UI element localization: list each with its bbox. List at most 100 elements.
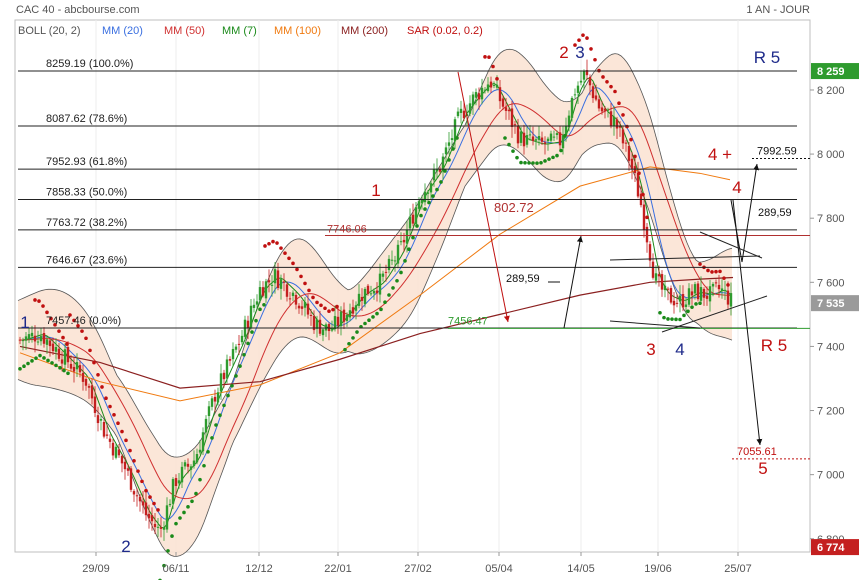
sar-dot xyxy=(625,124,629,129)
connector-4 xyxy=(730,199,743,263)
candle-body xyxy=(123,461,127,470)
candle-body xyxy=(396,244,400,264)
candle-body xyxy=(651,261,655,278)
sar-dot xyxy=(539,160,543,165)
candle-body xyxy=(348,310,352,318)
level-7746-label: 7746.06 xyxy=(327,223,367,235)
candle-body xyxy=(504,107,508,111)
x-tick-label: 29/09 xyxy=(82,563,110,575)
sar-dot xyxy=(37,299,41,303)
candle-body xyxy=(90,385,94,399)
candle-body xyxy=(387,258,391,271)
high-price-box xyxy=(811,63,859,80)
candle-body xyxy=(708,286,712,302)
candle-body xyxy=(234,346,238,350)
candle-body xyxy=(567,115,571,128)
candle-body xyxy=(408,216,412,229)
wave-4-navy: 4 xyxy=(675,340,684,359)
candle-body xyxy=(702,288,706,298)
candle-body xyxy=(36,341,40,343)
candle-body xyxy=(273,269,277,284)
sar-dot xyxy=(617,101,621,106)
candle-body xyxy=(165,505,169,530)
candle-body xyxy=(375,290,379,294)
candle-body xyxy=(501,98,505,107)
candle-body xyxy=(573,94,577,96)
sar-dot xyxy=(563,133,567,138)
sar-dot xyxy=(387,293,391,297)
sar-dot xyxy=(250,330,254,334)
sar-dot xyxy=(605,80,609,84)
candle-body xyxy=(84,378,88,386)
candle-body xyxy=(366,285,370,294)
candle-body xyxy=(603,108,607,111)
high-price-label: 8 259 xyxy=(817,66,845,78)
fib-label: 8087.62 (78.6%) xyxy=(46,113,127,125)
candle-body xyxy=(330,329,334,331)
r5-top-label: R 5 xyxy=(754,48,780,67)
legend-mm100: MM (100) xyxy=(274,25,321,37)
candle-body xyxy=(498,87,502,102)
candle-body xyxy=(180,466,184,483)
sar-dot xyxy=(411,235,415,240)
candle-body xyxy=(660,274,664,290)
annotations: 7746.06 7456.47 7992.59 7055.61 802.72 289,59… xyxy=(20,43,810,556)
wedge-lower-left xyxy=(609,320,701,329)
legend-mm50: MM (50) xyxy=(164,25,205,37)
candle-body xyxy=(378,273,382,295)
candle-body xyxy=(315,319,319,329)
candle-body xyxy=(48,340,52,347)
x-tick-label: 19/06 xyxy=(644,563,672,575)
candle-body xyxy=(558,132,562,146)
sar-dot xyxy=(254,318,258,323)
candle-body xyxy=(426,192,430,194)
candle-body xyxy=(642,204,646,230)
candle-body xyxy=(183,462,187,467)
candle-body xyxy=(150,515,154,522)
sar-dot xyxy=(54,363,58,368)
candle-body xyxy=(399,241,403,243)
fib-label: 7858.33 (50.0%) xyxy=(46,186,127,198)
candle-body xyxy=(531,136,535,141)
sar-dot xyxy=(427,200,431,205)
candle-body xyxy=(600,107,604,112)
candle-body xyxy=(474,92,478,98)
sar-dot xyxy=(686,309,690,314)
candle-body xyxy=(720,288,724,291)
candle-body xyxy=(492,85,496,87)
x-tick-label: 14/05 xyxy=(567,563,595,575)
sar-dot xyxy=(174,521,178,526)
sar-dot xyxy=(61,335,65,340)
candle-body xyxy=(645,226,649,243)
sar-dot xyxy=(399,270,403,275)
candle-body xyxy=(591,86,595,99)
wave-3-red: 3 xyxy=(646,340,655,359)
sar-dot xyxy=(178,516,182,520)
sar-dot xyxy=(88,348,92,353)
sar-dot xyxy=(62,368,66,373)
last-price-box xyxy=(811,295,859,312)
sar-dot xyxy=(226,393,230,398)
y-tick-label: 7 000 xyxy=(817,470,845,482)
sar-dot xyxy=(443,169,447,173)
candle-body xyxy=(333,316,337,328)
candle-body xyxy=(483,89,487,91)
candle-body xyxy=(342,309,346,322)
candle-body xyxy=(78,365,82,373)
candle-body xyxy=(696,283,700,300)
sar-dot xyxy=(162,563,166,568)
x-tick-label: 12/12 xyxy=(245,563,273,575)
sar-dot xyxy=(295,267,299,272)
sar-dot xyxy=(726,283,730,287)
sar-dot xyxy=(144,488,148,493)
fib-label: 8259.19 (100.0%) xyxy=(46,58,133,70)
candle-body xyxy=(516,126,520,144)
candle-body xyxy=(450,138,454,140)
candle-body xyxy=(261,287,265,296)
wave-5-red: 5 xyxy=(758,459,767,478)
sar-dot xyxy=(633,154,637,159)
candle-body xyxy=(402,239,406,243)
candle-body xyxy=(477,93,481,100)
sar-dot xyxy=(58,366,62,370)
sar-dot xyxy=(303,281,307,286)
